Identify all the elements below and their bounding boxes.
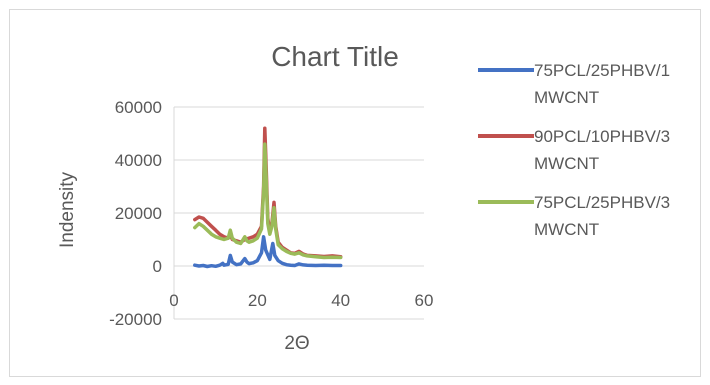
- legend-entry: 90PCL/10PHBV/3 MWCNT: [478, 127, 670, 173]
- legend-label: 75PCL/25PHBV/1: [534, 61, 670, 80]
- line-chart: Chart Title -20000 0 20000 40000 60000 0 20 40 6…: [57, 41, 670, 354]
- series-lines: [193, 126, 343, 269]
- y-tick-label: -20000: [109, 310, 162, 329]
- legend-label: MWCNT: [534, 88, 599, 107]
- legend-entry: 75PCL/25PHBV/3 MWCNT: [478, 193, 670, 239]
- gridlines: [174, 106, 424, 320]
- legend-label: 90PCL/10PHBV/3: [534, 127, 670, 146]
- x-axis-title: 2Θ: [284, 333, 309, 354]
- y-tick-label: 60000: [115, 98, 162, 117]
- legend-label: 75PCL/25PHBV/3: [534, 193, 670, 212]
- x-tick-label: 40: [331, 291, 350, 310]
- legend-label: MWCNT: [534, 154, 599, 173]
- x-tick-label: 20: [248, 291, 267, 310]
- y-tick-label: 20000: [115, 204, 162, 223]
- series-line-1: [193, 235, 343, 269]
- legend-entry: 75PCL/25PHBV/1 MWCNT: [478, 61, 670, 107]
- y-tick-label: 40000: [115, 151, 162, 170]
- tick-labels: -20000 0 20000 40000 60000 0 20 40 60: [109, 98, 433, 329]
- chart-area: Chart Title -20000 0 20000 40000 60000 0 20 40 6…: [9, 9, 701, 377]
- x-tick-label: 60: [415, 291, 434, 310]
- chart-title: Chart Title: [271, 41, 399, 72]
- y-axis-title: Indensity: [57, 171, 78, 248]
- x-tick-label: 0: [169, 291, 178, 310]
- y-tick-label: 0: [153, 257, 162, 276]
- series-line-3: [193, 142, 343, 260]
- legend: 75PCL/25PHBV/1MWCNT90PCL/10PHBV/3MWCNT75…: [478, 61, 670, 239]
- legend-label: MWCNT: [534, 220, 599, 239]
